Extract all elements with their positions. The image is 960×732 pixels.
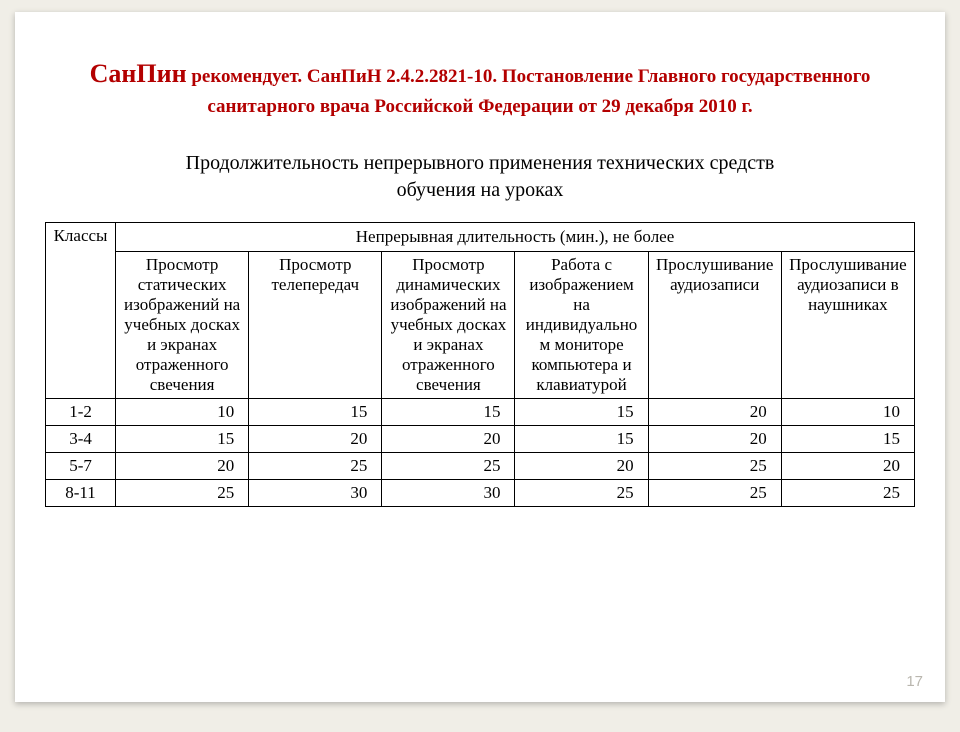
cell: 25 — [781, 479, 914, 506]
cell: 20 — [781, 452, 914, 479]
row-label: 8-11 — [46, 479, 116, 506]
th-classes: Классы — [46, 222, 116, 398]
th-col-4: Прослушивание аудиозаписи — [648, 251, 781, 398]
th-col-1: Просмотр телепередач — [249, 251, 382, 398]
cell: 25 — [116, 479, 249, 506]
cell: 15 — [515, 398, 648, 425]
title-big: СанПин — [90, 59, 187, 88]
header-row: Просмотр статических изображений на учеб… — [46, 251, 915, 398]
cell: 15 — [781, 425, 914, 452]
cell: 20 — [648, 398, 781, 425]
cell: 20 — [116, 452, 249, 479]
cell: 15 — [116, 425, 249, 452]
cell: 25 — [648, 452, 781, 479]
th-col-3: Работа с изображением на индивидуальном … — [515, 251, 648, 398]
row-label: 5-7 — [46, 452, 116, 479]
cell: 20 — [515, 452, 648, 479]
cell: 30 — [249, 479, 382, 506]
row-label: 3-4 — [46, 425, 116, 452]
row-label: 1-2 — [46, 398, 116, 425]
duration-table: Классы Непрерывная длительность (мин.), … — [45, 222, 915, 507]
slide: СанПин рекомендует. СанПиН 2.4.2.2821-10… — [15, 12, 945, 702]
cell: 25 — [249, 452, 382, 479]
caption-line2: обучения на уроках — [397, 179, 564, 201]
cell: 20 — [382, 425, 515, 452]
th-col-5: Прослушивание аудиозаписи в наушниках — [781, 251, 914, 398]
cell: 25 — [515, 479, 648, 506]
cell: 20 — [249, 425, 382, 452]
cell: 15 — [515, 425, 648, 452]
table-body: 1-2 10 15 15 15 20 10 3-4 15 20 20 15 20… — [46, 398, 915, 506]
cell: 10 — [781, 398, 914, 425]
th-span: Непрерывная длительность (мин.), не боле… — [116, 222, 915, 251]
table-row: 3-4 15 20 20 15 20 15 — [46, 425, 915, 452]
table-caption: Продолжительность непрерывного применени… — [75, 150, 885, 204]
cell: 10 — [116, 398, 249, 425]
caption-line1: Продолжительность непрерывного применени… — [186, 152, 775, 174]
cell: 20 — [648, 425, 781, 452]
cell: 25 — [382, 452, 515, 479]
th-col-2: Просмотр динамических изображений на уче… — [382, 251, 515, 398]
th-col-0: Просмотр статических изображений на учеб… — [116, 251, 249, 398]
cell: 25 — [648, 479, 781, 506]
table-wrapper: Классы Непрерывная длительность (мин.), … — [45, 222, 915, 507]
title-rest1: рекомендует. СанПиН 2.4.2.2821-10. Поста… — [187, 66, 871, 87]
cell: 15 — [382, 398, 515, 425]
cell: 15 — [249, 398, 382, 425]
page-number: 17 — [906, 673, 923, 690]
table-row: 5-7 20 25 25 20 25 20 — [46, 452, 915, 479]
table-row: 8-11 25 30 30 25 25 25 — [46, 479, 915, 506]
cell: 30 — [382, 479, 515, 506]
title-line2: санитарного врача Российской Федерации о… — [207, 96, 752, 117]
table-row: 1-2 10 15 15 15 20 10 — [46, 398, 915, 425]
slide-title: СанПин рекомендует. СанПиН 2.4.2.2821-10… — [51, 54, 909, 122]
